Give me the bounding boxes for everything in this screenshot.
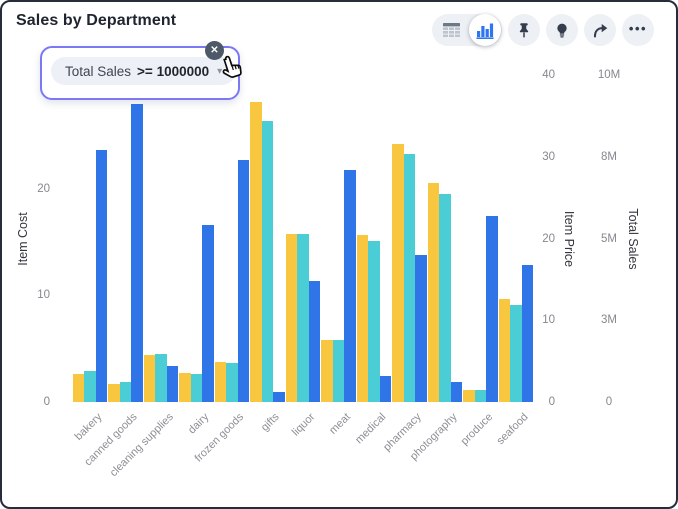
axis-title-item-cost: Item Cost (16, 212, 30, 266)
bar-item-cost[interactable] (108, 383, 120, 402)
filter-field-label: Total Sales (65, 63, 132, 79)
bar-item-cost[interactable] (392, 144, 404, 402)
bar-total-sales[interactable] (273, 392, 285, 402)
close-icon: ✕ (210, 45, 219, 56)
bar-item-cost[interactable] (250, 101, 262, 402)
axis-title-item-price: Item Price (562, 210, 576, 268)
x-axis-label: meat (327, 411, 353, 437)
bar-item-cost[interactable] (427, 182, 440, 402)
bar-item-price[interactable] (439, 194, 451, 402)
y-axis-tick-item-cost: 10 (37, 289, 50, 302)
filter-chip[interactable]: Total Sales >= 1000000 ▾ ✕ (40, 41, 242, 100)
filter-remove-button[interactable]: ✕ (205, 41, 224, 60)
ellipsis-icon: ••• (628, 20, 648, 36)
bar-total-sales[interactable] (95, 150, 108, 402)
y-axis-tick-item-cost: 0 (43, 396, 50, 408)
bar-total-sales[interactable] (521, 264, 534, 402)
lightbulb-icon (557, 23, 567, 38)
insights-button[interactable] (546, 14, 578, 46)
chevron-down-icon: ▾ (217, 65, 223, 77)
y-axis-tick-item-price: 0 (548, 396, 555, 408)
bar-total-sales[interactable] (379, 375, 392, 402)
bar-item-cost[interactable] (321, 340, 333, 402)
bar-item-price[interactable] (119, 382, 132, 402)
y-axis-tick-total-sales: 10M (597, 69, 621, 81)
x-axis-label: gifts (259, 411, 282, 434)
x-axis-label: produce (458, 411, 495, 448)
bar-item-price[interactable] (510, 304, 522, 402)
bar-total-sales[interactable] (308, 281, 321, 402)
y-axis-tick-item-price: 20 (542, 232, 555, 245)
share-button[interactable] (584, 14, 616, 46)
bar-item-price[interactable] (297, 234, 309, 402)
chart-view-button[interactable] (469, 14, 501, 46)
x-axis-label: seafood (494, 411, 531, 448)
x-axis-label: bakery (72, 411, 105, 443)
bar-item-cost[interactable] (285, 233, 298, 402)
bar-total-sales[interactable] (486, 215, 498, 402)
x-axis-label: medical (353, 411, 389, 447)
y-axis-tick-total-sales: 3M (601, 314, 617, 327)
view-toggle (432, 14, 502, 46)
y-axis-tick-total-sales: 8M (601, 150, 617, 163)
y-axis-tick-item-price: 10 (542, 314, 555, 327)
bar-total-sales[interactable] (237, 160, 250, 402)
table-view-button[interactable] (434, 14, 469, 46)
bar-item-cost[interactable] (72, 374, 85, 402)
y-axis-tick-total-sales: 0 (605, 396, 613, 408)
bar-item-price[interactable] (261, 120, 274, 402)
bar-item-price[interactable] (474, 389, 487, 402)
y-axis-tick-item-cost: 20 (37, 182, 50, 195)
answer-toolbar: ••• (432, 14, 654, 46)
bar-item-price[interactable] (84, 370, 96, 402)
bar-item-cost[interactable] (463, 390, 475, 402)
bar-total-sales[interactable] (415, 254, 427, 402)
x-axis-label: dairy (185, 411, 211, 437)
bar-item-cost[interactable] (143, 355, 156, 402)
bar-item-cost[interactable] (179, 373, 191, 402)
bar-item-price[interactable] (368, 240, 380, 402)
x-axis-label: liquor (289, 411, 318, 439)
bar-chart-icon (476, 23, 494, 39)
filter-condition-label: >= 1000000 (137, 63, 210, 79)
y-axis-tick-item-price: 40 (542, 69, 555, 81)
y-axis-tick-item-price: 30 (542, 150, 555, 163)
bar-total-sales[interactable] (131, 104, 143, 402)
bar-item-cost[interactable] (214, 361, 227, 402)
pin-icon (519, 22, 529, 38)
bar-total-sales[interactable] (202, 225, 214, 402)
x-axis-label: cleaning supplies (107, 411, 176, 480)
bar-item-price[interactable] (190, 374, 203, 402)
bar-item-price[interactable] (332, 339, 345, 402)
page-title: Sales by Department (16, 12, 177, 29)
bar-total-sales[interactable] (450, 382, 463, 402)
bar-total-sales[interactable] (344, 169, 356, 402)
filter-chip-pill[interactable]: Total Sales >= 1000000 ▾ (51, 57, 237, 85)
bar-item-price[interactable] (155, 353, 167, 402)
bar-item-cost[interactable] (498, 298, 511, 402)
y-axis-tick-total-sales: 5M (601, 232, 617, 245)
bar-total-sales[interactable] (166, 366, 179, 402)
more-options-button[interactable]: ••• (622, 14, 654, 46)
pin-button[interactable] (508, 14, 540, 46)
bar-item-price[interactable] (403, 154, 416, 402)
bar-item-price[interactable] (226, 362, 238, 402)
bar-item-cost[interactable] (356, 234, 369, 402)
table-icon (443, 23, 460, 37)
share-arrow-icon (593, 23, 607, 37)
